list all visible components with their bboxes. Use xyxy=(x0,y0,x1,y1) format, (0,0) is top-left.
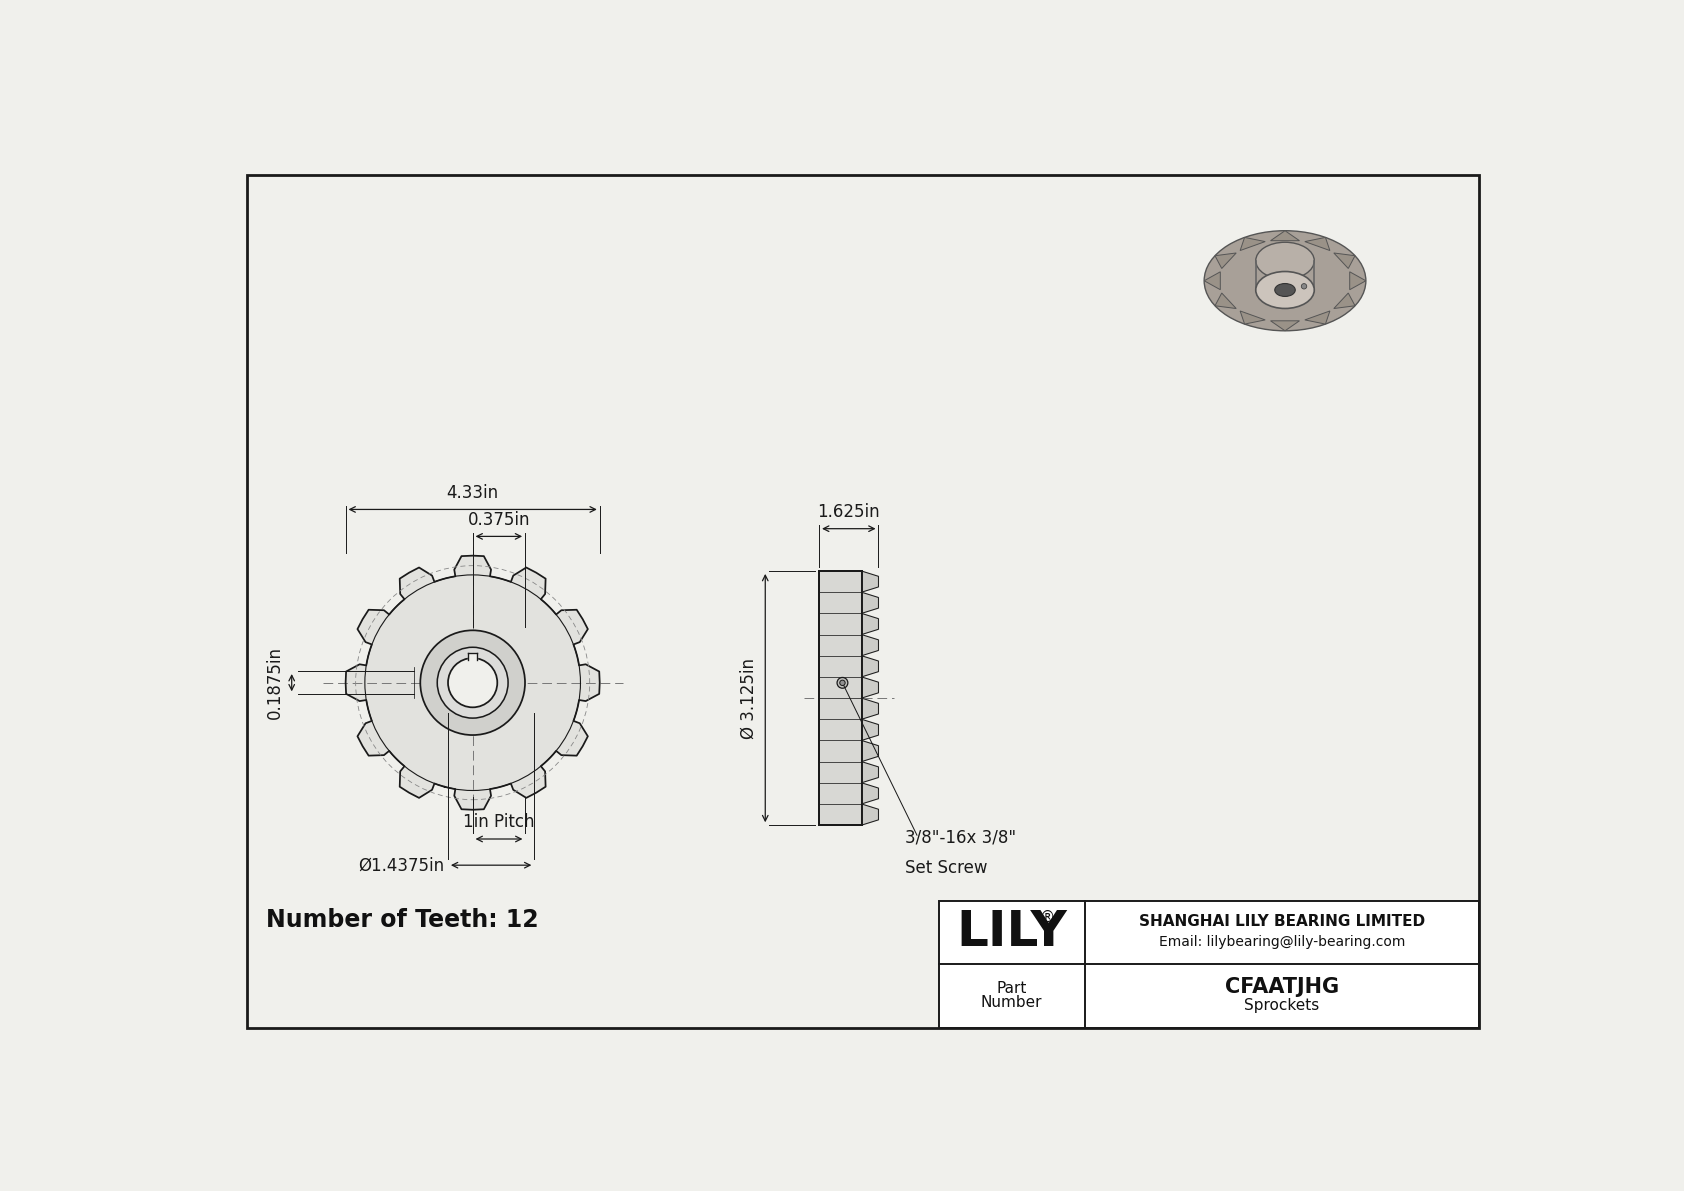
Text: Number of Teeth: 12: Number of Teeth: 12 xyxy=(266,909,539,933)
Ellipse shape xyxy=(1256,242,1314,279)
Text: 0.1875in: 0.1875in xyxy=(266,647,285,719)
Polygon shape xyxy=(1239,311,1265,324)
Polygon shape xyxy=(1305,311,1330,324)
Text: SHANGHAI LILY BEARING LIMITED: SHANGHAI LILY BEARING LIMITED xyxy=(1138,913,1425,929)
Text: Number: Number xyxy=(980,996,1042,1010)
Polygon shape xyxy=(862,804,879,825)
Circle shape xyxy=(1302,283,1307,289)
Polygon shape xyxy=(1334,252,1356,268)
Polygon shape xyxy=(862,635,879,656)
Text: Email: lilybearing@lily-bearing.com: Email: lilybearing@lily-bearing.com xyxy=(1159,935,1404,948)
Polygon shape xyxy=(1270,231,1300,241)
Polygon shape xyxy=(862,698,879,719)
Text: CFAATJHG: CFAATJHG xyxy=(1224,977,1339,997)
Polygon shape xyxy=(862,570,879,592)
Text: 4.33in: 4.33in xyxy=(446,484,498,501)
Ellipse shape xyxy=(1204,231,1366,331)
Polygon shape xyxy=(862,719,879,741)
Circle shape xyxy=(421,630,525,735)
Circle shape xyxy=(840,680,845,686)
Text: ®: ® xyxy=(1041,910,1056,924)
Bar xyxy=(818,570,862,825)
Polygon shape xyxy=(862,782,879,804)
Polygon shape xyxy=(862,592,879,613)
Text: 3/8"-16x 3/8": 3/8"-16x 3/8" xyxy=(906,829,1017,847)
Circle shape xyxy=(438,647,509,718)
Polygon shape xyxy=(1270,320,1300,331)
Text: Set Screw: Set Screw xyxy=(906,859,989,877)
Text: Ø 3.125in: Ø 3.125in xyxy=(739,657,758,738)
Bar xyxy=(468,654,477,660)
Polygon shape xyxy=(1305,237,1330,250)
Polygon shape xyxy=(862,676,879,698)
Polygon shape xyxy=(1239,237,1265,250)
Ellipse shape xyxy=(1256,272,1314,308)
Polygon shape xyxy=(1204,272,1221,289)
Text: 0.375in: 0.375in xyxy=(468,511,530,529)
Circle shape xyxy=(837,678,847,688)
Ellipse shape xyxy=(1275,283,1295,297)
Polygon shape xyxy=(1334,293,1356,308)
Polygon shape xyxy=(1349,272,1366,289)
Text: LILY: LILY xyxy=(957,909,1068,956)
Polygon shape xyxy=(1214,293,1236,308)
Text: 1.625in: 1.625in xyxy=(817,503,881,520)
Polygon shape xyxy=(862,741,879,761)
Text: Ø1.4375in: Ø1.4375in xyxy=(359,856,445,874)
Text: Part: Part xyxy=(997,981,1027,997)
Polygon shape xyxy=(345,556,600,810)
Polygon shape xyxy=(862,613,879,635)
Circle shape xyxy=(448,659,497,707)
Polygon shape xyxy=(862,656,879,676)
Polygon shape xyxy=(862,761,879,782)
Text: 1in Pitch: 1in Pitch xyxy=(463,813,536,831)
Text: Sprockets: Sprockets xyxy=(1244,998,1320,1012)
Bar xyxy=(938,900,1479,1028)
Polygon shape xyxy=(1214,252,1236,268)
